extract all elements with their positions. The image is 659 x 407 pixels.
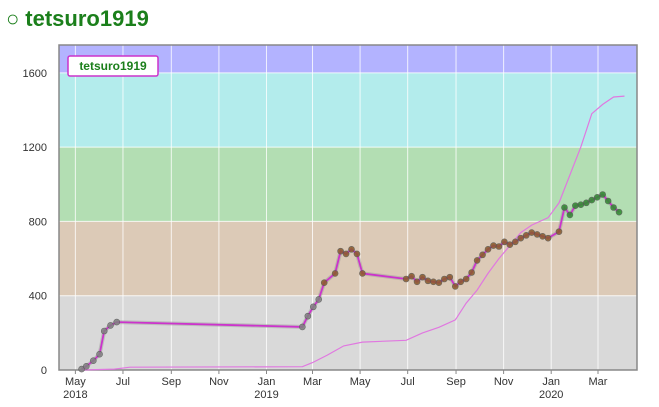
rating-point-36: [501, 238, 508, 246]
rating-point-55: [610, 204, 617, 211]
x-tick-label: Jul: [401, 376, 415, 388]
rating-point-49: [577, 201, 585, 209]
rating-point-32: [479, 251, 486, 259]
rating-point-23: [430, 278, 437, 286]
y-tick-label: 800: [29, 216, 47, 228]
legend-label: tetsuro1919: [79, 59, 147, 73]
rating-point-44: [544, 234, 552, 242]
rating-point-40: [522, 232, 530, 239]
x-tick-label: May: [350, 376, 371, 388]
rating-point-14: [342, 250, 350, 258]
rating-point-7: [299, 323, 306, 331]
rating-point-2: [90, 357, 97, 365]
plot-frame: [58, 44, 638, 371]
x-tick-label: Mar: [589, 376, 608, 388]
x-tick-year-label: 2019: [254, 389, 278, 401]
rating-point-43: [539, 232, 546, 240]
rating-point-41: [528, 229, 535, 236]
x-tick-year-label: 2020: [539, 389, 563, 401]
rating-point-22: [424, 277, 432, 285]
rating-band-1: [59, 221, 637, 296]
y-tick-label: 0: [41, 365, 47, 377]
rating-point-53: [599, 191, 606, 198]
x-tick-label: May: [65, 376, 86, 388]
rating-band-3: [59, 72, 637, 148]
rating-point-33: [484, 245, 492, 253]
rating-point-38: [512, 238, 519, 246]
rating-point-42: [533, 231, 541, 238]
x-tick-year-label: 2018: [63, 389, 87, 401]
rating-point-35: [495, 243, 503, 250]
rating-band-2: [59, 147, 637, 222]
rating-point-51: [588, 196, 596, 204]
rating-point-46: [561, 204, 568, 211]
y-tick-label: 400: [29, 291, 47, 303]
rating-point-34: [490, 242, 497, 249]
performance-line: [81, 95, 625, 371]
rating-point-26: [446, 273, 454, 281]
rating-point-31: [473, 257, 481, 264]
x-tick-label: Mar: [303, 376, 322, 388]
rating-point-8: [304, 312, 312, 320]
rating-point-29: [462, 275, 470, 283]
rating-point-28: [457, 278, 465, 286]
rating-point-56: [615, 208, 623, 216]
rating-point-39: [517, 234, 525, 242]
rating-point-16: [353, 250, 361, 258]
rating-point-50: [582, 199, 590, 207]
rating-point-1: [83, 362, 90, 370]
y-tick-label: 1200: [23, 142, 47, 154]
x-tick-label: Nov: [209, 376, 229, 388]
x-tick-label: Jan: [542, 376, 560, 388]
rating-point-37: [506, 241, 514, 248]
rating-point-20: [413, 278, 421, 286]
rating-point-12: [331, 270, 339, 277]
rating-point-19: [408, 272, 415, 280]
rating-point-18: [402, 275, 410, 283]
rating-point-4: [100, 327, 108, 335]
rating-point-10: [315, 296, 323, 303]
rating-point-5: [107, 322, 114, 329]
rating-point-9: [309, 303, 317, 311]
rating-point-45: [555, 228, 563, 235]
rating-point-25: [441, 275, 448, 283]
rating-point-47: [566, 211, 574, 219]
rating-point-17: [359, 270, 366, 277]
rating-point-30: [468, 269, 475, 276]
rating-point-24: [435, 279, 443, 287]
legend-box: [67, 55, 159, 77]
x-tick-label: Sep: [446, 376, 466, 388]
rating-point-3: [96, 350, 103, 358]
y-tick-label: 1600: [23, 68, 47, 80]
x-tick-label: Nov: [494, 376, 514, 388]
rating-point-21: [419, 273, 426, 281]
circle-icon: ○: [6, 6, 20, 31]
rating-point-54: [604, 197, 612, 205]
x-tick-label: Jul: [116, 376, 130, 388]
x-tick-label: Sep: [162, 376, 182, 388]
rating-point-13: [337, 247, 344, 255]
rating-point-15: [348, 245, 355, 253]
x-tick-label: Jan: [258, 376, 276, 388]
rating-point-27: [451, 283, 459, 290]
username-title[interactable]: tetsuro1919: [25, 6, 149, 31]
rating-point-6: [113, 318, 121, 326]
rating-point-11: [320, 279, 328, 287]
rating-band-0: [59, 295, 637, 370]
rating-point-48: [572, 202, 579, 209]
page-header: ○ tetsuro1919: [6, 4, 149, 34]
rating-point-52: [593, 193, 601, 201]
